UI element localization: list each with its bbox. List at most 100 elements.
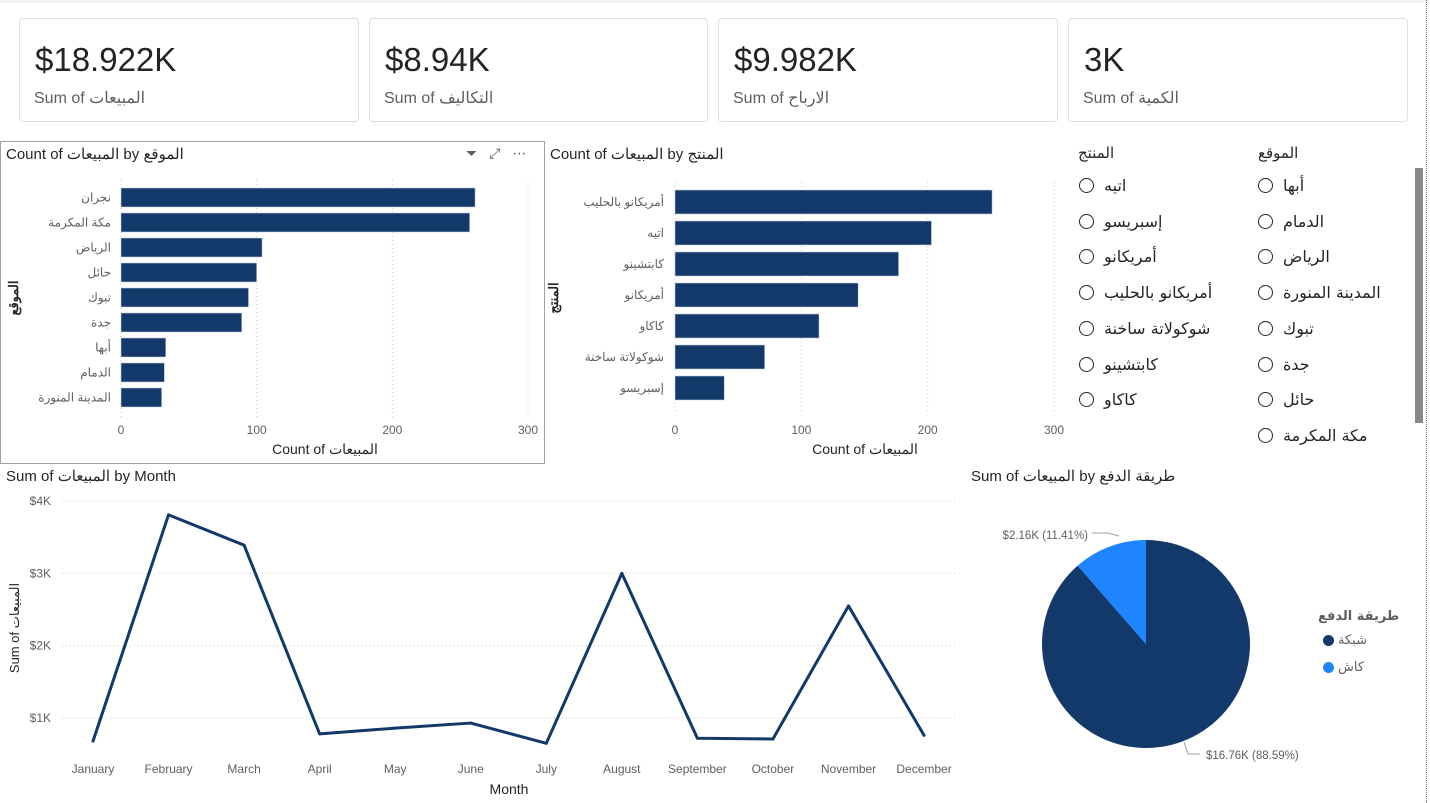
slicer-item-label: أبها <box>1283 176 1305 195</box>
category-label: شوكولاتة ساخنة <box>585 350 664 364</box>
data-label: $2.16K (11.41%) <box>1003 530 1089 542</box>
data-point <box>695 736 699 740</box>
x-tick-label: 100 <box>247 423 267 437</box>
bar <box>120 262 257 283</box>
kpi-label: Sum of التكاليف <box>384 90 494 107</box>
category-label: مكة المكرمة <box>48 216 111 230</box>
slicer-item-label: تبوك <box>1283 318 1314 338</box>
x-tick-label: March <box>227 762 260 776</box>
filter-icon[interactable]: ⏷ <box>466 146 478 162</box>
radio-icon[interactable] <box>1258 427 1273 443</box>
x-tick-label: 0 <box>118 423 125 437</box>
slicer-item-label: أمريكانو <box>1104 247 1157 267</box>
x-tick-label: 200 <box>918 423 938 437</box>
slicer-item[interactable]: حائل <box>1258 390 1314 409</box>
slicer-item-label: جدة <box>1283 354 1310 374</box>
slicer-item[interactable]: اتيه <box>1079 176 1126 195</box>
kpi-value: $18.922K <box>35 41 177 78</box>
location-chart-frame[interactable] <box>0 141 545 464</box>
kpi-card-sales[interactable]: $18.922K Sum of المبيعات <box>19 18 359 122</box>
slicer-item-label: مكة المكرمة <box>1283 425 1368 445</box>
radio-icon[interactable] <box>1079 285 1094 301</box>
slicer-item-label: كاكاو <box>1104 390 1137 410</box>
x-tick-label: November <box>821 762 876 776</box>
kpi-card-costs[interactable]: $8.94K Sum of التكاليف <box>369 18 708 122</box>
radio-icon[interactable] <box>1258 356 1273 372</box>
radio-icon[interactable] <box>1258 178 1273 193</box>
kpi-label: Sum of الارباح <box>733 90 830 107</box>
slicer-item[interactable]: إسبريسو <box>1079 212 1163 231</box>
legend-label: شبكة <box>1338 633 1367 648</box>
x-tick-label: 0 <box>672 423 679 437</box>
bar <box>674 282 859 308</box>
radio-icon[interactable] <box>1258 320 1273 336</box>
bar <box>120 237 263 258</box>
radio-icon[interactable] <box>1258 213 1273 229</box>
slicer-item[interactable]: جدة <box>1258 355 1310 374</box>
location-chart-title: Count of المبيعات by الموقع <box>6 146 184 163</box>
radio-icon[interactable] <box>1258 392 1273 408</box>
slicer-item-label: كابتشينو <box>1104 354 1158 374</box>
data-point <box>91 739 95 743</box>
bar <box>120 212 470 233</box>
slicer-item[interactable]: أبها <box>1258 176 1304 195</box>
radio-icon[interactable] <box>1258 285 1273 301</box>
sales-line <box>91 513 926 745</box>
radio-icon[interactable] <box>1079 249 1094 265</box>
category-label: كاكاو <box>638 319 664 333</box>
product-chart-title: Count of المبيعات by المنتج <box>550 146 724 163</box>
month-chart-title: Sum of المبيعات by Month <box>6 468 176 485</box>
legend-item-network[interactable]: شبكة <box>1323 633 1367 648</box>
radio-icon[interactable] <box>1079 320 1094 336</box>
slicer-item[interactable]: أمريكانو <box>1079 247 1157 266</box>
visual-header: ⏷ ⤢ ⋯ <box>466 146 526 162</box>
bar <box>674 313 820 339</box>
category-label: تبوك <box>88 291 111 305</box>
x-tick-label: 100 <box>791 423 811 437</box>
slicer-item[interactable]: كابتشينو <box>1079 355 1158 374</box>
slicer-item-label: المدينة المنورة <box>1283 283 1381 303</box>
slicer-scrollbar[interactable] <box>1415 168 1423 423</box>
radio-icon[interactable] <box>1079 178 1094 193</box>
slicer-item-label: حائل <box>1283 390 1315 410</box>
x-axis-title: Count of المبيعات <box>812 441 918 457</box>
bar <box>120 312 243 333</box>
top-border <box>0 0 1430 3</box>
data-point <box>922 733 926 737</box>
radio-icon[interactable] <box>1079 356 1094 372</box>
bar <box>120 337 167 358</box>
category-label: الرياض <box>76 241 111 255</box>
category-label: إسبريسو <box>619 381 664 396</box>
focus-mode-icon[interactable]: ⤢ <box>489 146 501 162</box>
kpi-card-quantity[interactable]: 3K Sum of الكمية <box>1068 18 1408 122</box>
slicer-item[interactable]: المدينة المنورة <box>1258 283 1381 302</box>
slicer-item[interactable]: تبوك <box>1258 319 1314 338</box>
slicer-item[interactable]: كاكاو <box>1079 390 1137 409</box>
category-label: جدة <box>91 316 111 330</box>
bar <box>674 251 899 277</box>
slicer-item[interactable]: الدمام <box>1258 212 1324 231</box>
data-point <box>771 737 775 741</box>
data-point <box>242 543 246 547</box>
category-label: الدمام <box>80 366 111 380</box>
more-options-icon[interactable]: ⋯ <box>512 146 527 162</box>
radio-icon[interactable] <box>1079 213 1094 229</box>
bar <box>674 344 765 370</box>
x-tick-label: September <box>668 762 727 776</box>
legend-item-cash[interactable]: كاش <box>1323 660 1364 675</box>
page-boundary <box>1426 0 1427 803</box>
slicer-item[interactable]: أمريكانو بالحليب <box>1079 283 1212 302</box>
slicer-item[interactable]: شوكولاتة ساخنة <box>1079 319 1210 338</box>
pie-slice <box>1042 540 1251 748</box>
kpi-card-profit[interactable]: $9.982K Sum of الارباح <box>718 18 1058 122</box>
slicer-item[interactable]: مكة المكرمة <box>1258 426 1367 445</box>
kpi-value: 3K <box>1084 41 1125 78</box>
radio-icon[interactable] <box>1079 392 1094 408</box>
data-point <box>544 741 548 745</box>
category-label: اتيه <box>647 226 664 240</box>
slicer-item[interactable]: الرياض <box>1258 247 1330 266</box>
kpi-value: $9.982K <box>734 41 857 78</box>
y-tick-label: $4K <box>30 494 51 508</box>
radio-icon[interactable] <box>1258 249 1273 265</box>
slicer-item-label: إسبريسو <box>1104 211 1163 231</box>
